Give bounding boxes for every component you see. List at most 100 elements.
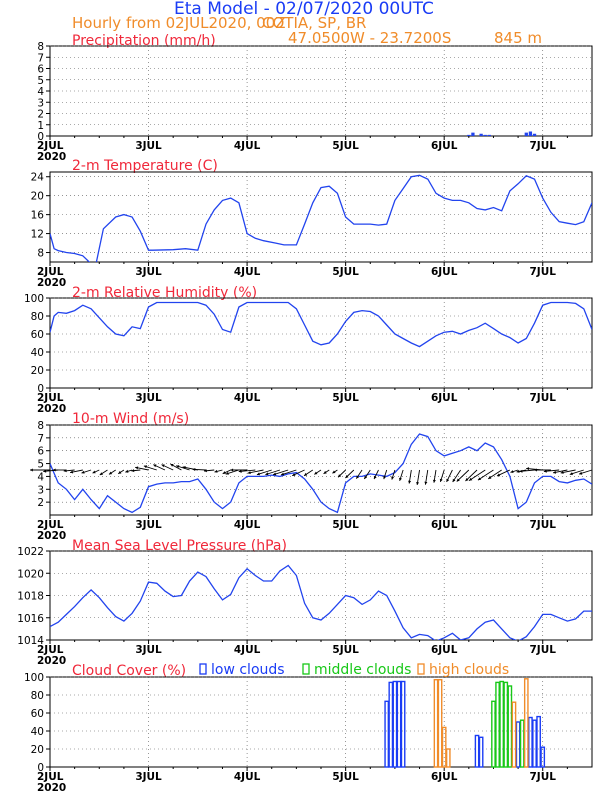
cloud-bar-low	[384, 700, 390, 768]
precip-ytick-label: 4	[37, 86, 44, 98]
rh-ytick-label: 0	[37, 383, 44, 395]
wind-arrow-head	[247, 471, 251, 475]
precip-bar	[483, 134, 487, 136]
rh-title: 2-m Relative Humidity (%)	[72, 285, 257, 301]
precip-bar	[532, 133, 537, 136]
wind-arrow-head	[92, 470, 96, 474]
rh-ytick-label: 20	[31, 365, 44, 377]
wind-ytick-label: 3	[37, 484, 44, 496]
wind-arrow	[477, 469, 494, 481]
location-label: COTIA, SP, BR	[262, 14, 366, 32]
temp-ytick-label: 24	[31, 172, 45, 184]
wind-arrow-head	[170, 463, 174, 467]
wind-arrow-head	[192, 468, 196, 471]
mslp-ytick-label: 1018	[17, 591, 44, 603]
wind-arrow-head	[256, 472, 260, 476]
wind-arrow-head	[118, 470, 122, 474]
cloud-bar-high	[433, 679, 439, 768]
wind-arrow-head	[292, 473, 296, 476]
precip-ytick-label: 7	[37, 52, 44, 64]
wind-xtick-label: 4JUL	[234, 519, 261, 531]
wind-arrow-head	[488, 476, 492, 479]
mslp-panel: Mean Sea Level Pressure (hPa) 1014 1016 101…	[17, 538, 593, 667]
wind-arrow-head	[280, 472, 285, 476]
wind-arrow-head	[446, 478, 450, 482]
clouds-frame	[49, 676, 593, 768]
mslp-xtick-label: 5JUL	[332, 644, 359, 656]
mslp-xtick-label: 6JUL	[431, 644, 458, 656]
wind-arrow-head	[373, 475, 377, 480]
legend-swatch-high	[417, 663, 425, 675]
temp-xtick-label: 5JUL	[332, 266, 359, 278]
cloud-bar-low	[536, 715, 541, 768]
wind-arrow-head	[408, 480, 412, 484]
cloud-bar-low	[515, 721, 521, 768]
legend-label-low: low clouds	[211, 662, 285, 678]
legend-swatch-low	[199, 663, 207, 675]
precip-ytick-label: 0	[37, 131, 44, 143]
cloud-bar-middle	[499, 680, 505, 768]
mslp-ytick-label: 1016	[17, 613, 44, 625]
wind-ytick-label: 2	[37, 497, 44, 509]
wind-xtick-label: 5JUL	[332, 519, 359, 531]
wind-ytick-label: 5	[37, 459, 44, 471]
chart-title: Eta Model - 02/07/2020 00UTC	[174, 0, 434, 19]
wind-arrow-head	[63, 469, 67, 473]
precip-ytick-label: 6	[37, 64, 44, 76]
wind-arrow-head	[553, 470, 557, 474]
precip-ytick-label: 3	[37, 97, 44, 109]
wind-arrow-head	[356, 475, 360, 479]
cloud-bar-high	[511, 701, 517, 768]
temp-xtick-label: 6JUL	[431, 266, 458, 278]
mslp-xtick-label: 3JUL	[135, 644, 162, 656]
wind-arrow-head	[125, 469, 129, 473]
wind-arrow-head	[81, 470, 85, 474]
cloud-bar-low	[400, 680, 406, 768]
wind-arrow-head	[497, 473, 501, 477]
cloud-bar-high	[437, 679, 443, 768]
rh-year-label: 2020	[37, 403, 66, 415]
precip-xtick-label: 3JUL	[135, 140, 162, 152]
wind-arrow-head	[143, 465, 147, 469]
rh-xtick-label: 4JUL	[234, 392, 261, 404]
wind-series-line	[50, 433, 592, 514]
rh-xtick-label: 5JUL	[332, 392, 359, 404]
temp-ytick-label: 12	[31, 229, 44, 241]
clouds-year-label: 2020	[37, 782, 66, 792]
wind-xtick-label: 2JUL	[37, 519, 64, 531]
clouds-xtick-label: 5JUL	[332, 771, 359, 783]
wind-arrow-head	[265, 472, 269, 476]
cloud-bar-low	[528, 716, 533, 768]
temp-series-line	[50, 174, 592, 262]
temp-ytick-label: 20	[31, 191, 44, 203]
mslp-xtick-label: 4JUL	[234, 644, 261, 656]
wind-arrow-head	[477, 477, 482, 481]
wind-arrow-head	[109, 471, 113, 475]
wind-title: 10-m Wind (m/s)	[72, 411, 189, 427]
cloud-bar-low	[532, 719, 537, 768]
precip-bar	[479, 133, 483, 136]
wind-arrow-head	[161, 464, 165, 468]
rh-ytick-label: 60	[31, 329, 44, 341]
wind-arrow-head	[526, 467, 530, 471]
wind-arrow	[456, 469, 470, 482]
mslp-ytick-label: 1022	[17, 546, 44, 558]
clouds-ytick-label: 100	[24, 672, 44, 684]
wind-arrow-head	[560, 470, 564, 474]
precip-title: Precipitation (mm/h)	[72, 33, 216, 49]
wind-arrow-head	[314, 471, 318, 475]
wind-arrow-head	[43, 469, 47, 473]
wind-arrow-head	[135, 466, 139, 470]
temp-xtick-label: 4JUL	[234, 266, 261, 278]
clouds-ytick-label: 0	[37, 762, 44, 774]
rh-xtick-label: 2JUL	[37, 392, 64, 404]
wind-xtick-label: 3JUL	[135, 519, 162, 531]
temp-ytick-label: 16	[31, 210, 45, 222]
temp-xtick-label: 7JUL	[530, 266, 557, 278]
cloud-bar-high	[523, 678, 529, 768]
wind-arrow-head	[456, 478, 460, 482]
precip-ytick-label: 5	[37, 75, 44, 87]
